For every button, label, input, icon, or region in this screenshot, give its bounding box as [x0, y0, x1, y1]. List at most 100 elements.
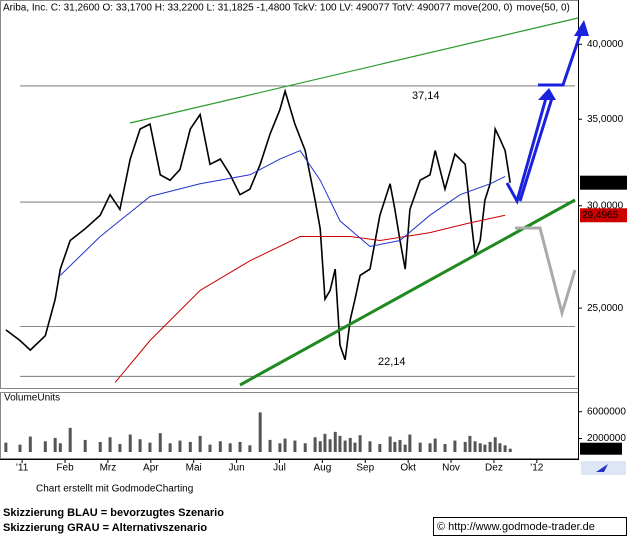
volume-bar [368, 441, 372, 452]
volume-bar [333, 431, 337, 452]
volume-bar [188, 441, 192, 452]
volume-bar [248, 445, 252, 452]
price-label: 31,2600 [582, 177, 619, 188]
x-tick-label: Okt [400, 463, 416, 474]
volume-bar [503, 445, 507, 452]
volume-bar [428, 443, 432, 452]
volume-bar [318, 441, 322, 452]
volume-bar [443, 443, 447, 452]
volume-bar [483, 444, 487, 452]
blue-arrowhead [574, 20, 589, 36]
volume-bar [378, 443, 382, 452]
x-tick-label: Mrz [100, 463, 117, 474]
volume-bar [208, 444, 212, 452]
volume-bar [473, 441, 477, 452]
legend-blue: Skizzierung BLAU = bevorzugtes Szenario [3, 507, 224, 519]
volume-bar [348, 437, 352, 452]
volume-bar [178, 440, 182, 452]
x-tick-label: Apr [143, 463, 159, 474]
price-label: 29,4965 [582, 210, 619, 221]
upper-trend-line [129, 17, 579, 124]
series-line [5, 88, 511, 361]
x-tick-label: Jul [273, 463, 286, 474]
corner-icon [596, 464, 608, 472]
x-tick-label: Aug [313, 463, 331, 474]
volume-bar [28, 436, 32, 452]
volume-bar [4, 442, 8, 452]
volume-bar [463, 441, 467, 452]
source-box [433, 517, 627, 536]
volume-bar [343, 440, 347, 452]
blue-scenario-a [505, 97, 548, 205]
volume-bar [388, 436, 392, 452]
volume-bar [408, 434, 412, 452]
volume-bar [453, 440, 457, 452]
volume-bar [138, 439, 142, 452]
volume-bar [478, 443, 482, 452]
x-tick-label: '11 [16, 463, 29, 474]
gray-scenario [515, 226, 577, 319]
volume-title: VolumeUnits [4, 393, 60, 404]
y-tick-label: 6000000 [587, 406, 626, 417]
volume-bar [18, 444, 22, 452]
price-label-box [580, 175, 627, 190]
volume-bar [258, 412, 262, 452]
legend-entry: move(200, 0) [454, 3, 513, 14]
volume-bar [393, 441, 397, 452]
volume-bar [488, 441, 492, 452]
y-tick-label: 40,0000 [587, 39, 624, 50]
volume-bar [303, 443, 307, 452]
volume-bar [293, 440, 297, 452]
last-volume-box [580, 442, 622, 455]
volume-bar [83, 439, 87, 452]
volume-bar [228, 443, 232, 452]
header: Ariba, Inc. C: 31,2600 O: 33,1700 H: 33,… [3, 3, 451, 14]
volume-bar [53, 437, 57, 452]
volume-bar [328, 439, 332, 452]
volume-bar [198, 435, 202, 452]
volume-bar [108, 437, 112, 452]
blue-scenario-c [538, 31, 583, 87]
y-tick-label: 30,0000 [587, 200, 624, 211]
series-line [59, 149, 506, 276]
level-label: 22,14 [378, 356, 406, 368]
volume-bar [508, 448, 512, 452]
volume-bar [468, 435, 472, 452]
volume-bar [218, 441, 222, 452]
level-label: 37,14 [412, 90, 440, 102]
volume-bar [238, 441, 242, 452]
volume-bar [148, 442, 152, 452]
y-tick-label: 2000000 [587, 433, 626, 444]
volume-bar [323, 433, 327, 452]
y-tick-label: 25,0000 [587, 303, 624, 314]
volume-bar [283, 438, 287, 452]
x-tick-label: '12 [530, 463, 543, 474]
x-tick-label: Dez [485, 463, 503, 474]
volume-bar [128, 434, 132, 452]
volume-bar [58, 443, 62, 452]
volume-bar [168, 443, 172, 452]
volume-bar [118, 443, 122, 452]
volume-bar [43, 441, 47, 452]
volume-bar [268, 439, 272, 452]
credit: Chart erstellt mit GodmodeCharting [36, 484, 193, 495]
source: © http://www.godmode-trader.de [437, 521, 595, 533]
x-tick-label: Mai [186, 463, 202, 474]
y-tick-label: 35,0000 [587, 114, 624, 125]
volume-bar [278, 443, 282, 452]
x-tick-label: Nov [442, 463, 460, 474]
legend-entry: move(50, 0) [516, 3, 569, 14]
volume-bar [313, 437, 317, 452]
x-tick-label: Feb [56, 463, 74, 474]
lower-trend-line [239, 198, 576, 387]
volume-bar [403, 444, 407, 452]
volume-bar [433, 438, 437, 452]
volume-bar [158, 433, 162, 452]
price-label-box [580, 208, 627, 223]
blue-scenario-b [518, 97, 554, 202]
last-volume-label: 490077 [582, 443, 616, 454]
x-tick-label: Jun [229, 463, 245, 474]
blue-arrowhead [538, 88, 556, 100]
volume-bar [418, 442, 422, 452]
